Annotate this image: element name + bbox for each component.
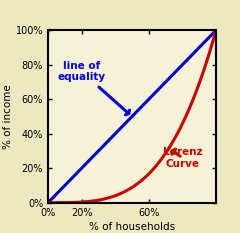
Text: Lorenz
Curve: Lorenz Curve xyxy=(162,147,202,169)
Y-axis label: % of income: % of income xyxy=(3,84,13,149)
X-axis label: % of households: % of households xyxy=(89,222,175,232)
Text: line of
equality: line of equality xyxy=(58,61,130,115)
